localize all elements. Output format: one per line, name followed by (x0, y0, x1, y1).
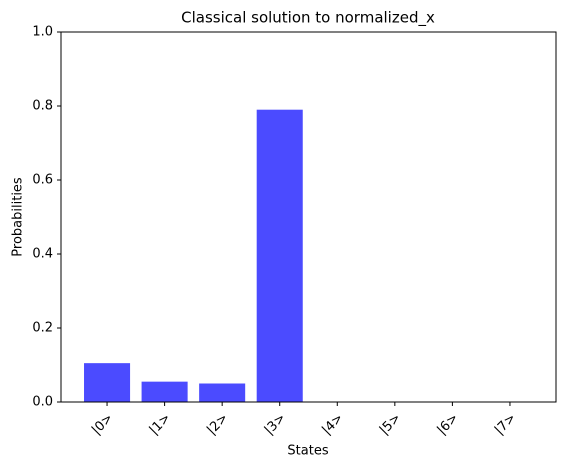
x-tick-label: |6> (434, 411, 461, 438)
x-tick-label: |7> (492, 411, 519, 438)
chart-title: Classical solution to normalized_x (181, 9, 435, 28)
x-tick-label: |5> (377, 411, 404, 438)
x-tick-label: |3> (262, 411, 289, 438)
x-tick-label: |4> (319, 411, 346, 438)
bar (84, 363, 131, 402)
y-axis-label: Probabilities (11, 177, 26, 257)
bar (256, 109, 303, 402)
x-tick-label: |1> (147, 411, 174, 438)
y-tick-label: 0.6 (32, 173, 53, 188)
y-tick-label: 0.0 (32, 395, 53, 410)
x-tick-label: |0> (89, 411, 116, 438)
y-tick-label: 0.8 (32, 99, 53, 114)
plot-frame (60, 31, 557, 403)
x-tick-label: |2> (204, 411, 231, 438)
x-axis-label: States (287, 444, 328, 459)
bar (141, 381, 188, 402)
y-tick-label: 0.2 (32, 321, 53, 336)
y-tick-label: 1.0 (32, 25, 53, 40)
y-tick-label: 0.4 (32, 247, 53, 262)
bar (199, 383, 246, 402)
